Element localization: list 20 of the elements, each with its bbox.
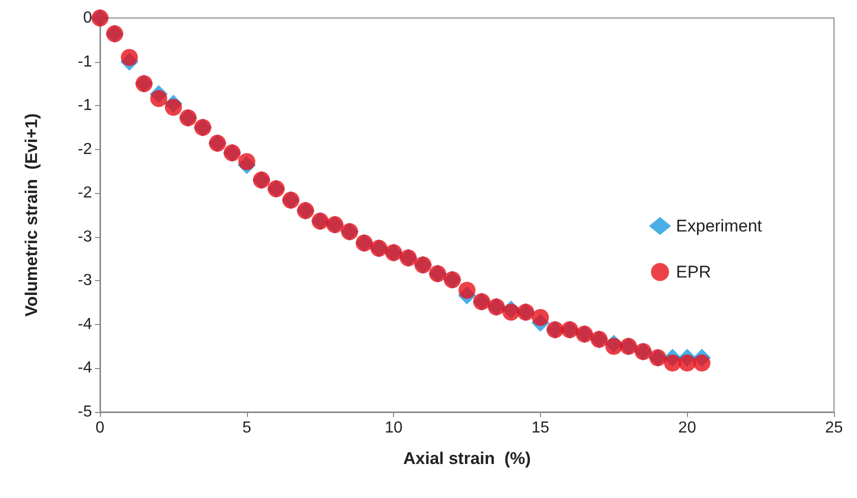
y-tick-label: -3 xyxy=(78,272,92,290)
y-tick-label: -1 xyxy=(78,53,92,70)
x-tick-label: 10 xyxy=(384,420,403,436)
y-tick-label: -3 xyxy=(78,228,92,246)
y-tick-label: -5 xyxy=(78,404,92,420)
y-tick-label: -2 xyxy=(78,184,92,202)
x-tick-label: 25 xyxy=(825,420,843,436)
x-tick-label: 20 xyxy=(678,420,696,436)
y-tick-label: -1 xyxy=(78,97,92,114)
x-tick-label: 0 xyxy=(96,420,105,436)
x-axis-title: Axial strain (%) xyxy=(403,449,531,468)
x-tick-label: 15 xyxy=(532,420,550,436)
y-tick-label: -2 xyxy=(78,140,92,158)
legend-label: EPR xyxy=(676,262,711,282)
y-tick-label: 0 xyxy=(83,10,92,26)
y-tick-label: -4 xyxy=(78,316,92,333)
y-tick-label: -4 xyxy=(78,360,92,377)
legend-label: Experiment xyxy=(676,216,762,236)
x-tick-label: 5 xyxy=(242,420,252,436)
y-axis-title: Volumetric strain (Evi+1) xyxy=(22,113,41,317)
